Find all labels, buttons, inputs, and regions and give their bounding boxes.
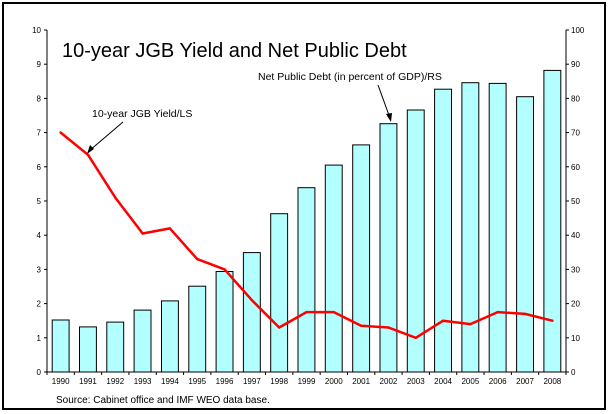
bar-1990 [51,319,70,373]
bar-2000 [324,164,343,373]
bar-1999 [297,187,316,373]
x-tick-label-1995: 1995 [188,377,206,386]
x-tick-label-2002: 2002 [380,377,398,386]
annotation-yield: 10-year JGB Yield/LS [92,108,192,120]
x-tick-label-2004: 2004 [434,377,452,386]
annotation-yield-arrow [88,121,124,152]
bar-1993 [133,309,152,373]
yield-point-1992 [114,196,117,199]
bar-2007 [516,96,534,373]
bar-2004 [434,88,453,373]
bar-2001 [352,144,371,373]
x-tick-label-1992: 1992 [106,377,124,386]
right-tick-label-10: 10 [571,334,580,343]
bar-1998 [270,213,289,373]
right-tick-label-50: 50 [571,197,580,206]
x-tick-label-2000: 2000 [325,377,343,386]
left-tick-label-4: 4 [37,231,42,240]
x-tick-label-2005: 2005 [461,377,479,386]
annotation-debt-arrow [377,84,391,119]
yield-point-1999 [305,310,308,314]
x-tick-label-1990: 1990 [52,377,70,386]
yield-point-2008 [551,319,554,322]
right-tick-label-90: 90 [571,60,580,69]
yield-point-1998 [278,326,281,329]
annotation-yield-arrowhead [87,145,94,154]
x-tick-label-1994: 1994 [161,377,179,386]
yield-point-2002 [387,326,390,329]
bar-2002 [379,123,398,373]
yield-point-1995 [196,257,199,261]
x-tick-label-1999: 1999 [298,377,316,386]
yield-point-2001 [359,324,363,327]
left-tick-label-8: 8 [37,94,42,103]
bar-2005 [461,82,480,373]
yield-point-2007 [523,312,527,316]
right-tick-label-70: 70 [571,129,580,138]
bar-2006 [488,82,507,373]
yield-point-1993 [141,232,144,235]
bar-1995 [188,285,207,373]
right-tick-label-60: 60 [571,163,580,172]
bar-1992 [106,321,125,373]
bar-1997 [242,252,261,373]
yield-point-2006 [496,310,499,314]
annotation-debt: Net Public Debt (in percent of GDP)/RS [258,71,442,83]
left-tick-label-9: 9 [37,60,42,69]
x-tick-label-1998: 1998 [270,377,288,386]
right-tick-label-20: 20 [571,300,580,309]
x-tick-label-2008: 2008 [543,377,561,386]
right-tick-label-40: 40 [571,231,580,240]
bar-layer [51,69,562,373]
chart-title: 10-year JGB Yield and Net Public Debt [62,40,407,62]
yield-point-2003 [414,336,417,339]
left-tick-label-10: 10 [32,26,41,35]
yield-point-1991 [86,153,90,156]
left-tick-label-0: 0 [37,368,42,377]
left-tick-label-3: 3 [37,265,42,274]
yield-point-1997 [250,299,254,302]
yield-point-2004 [441,319,445,322]
x-tick-label-1991: 1991 [79,377,97,386]
x-tick-label-2001: 2001 [352,377,370,386]
yield-point-1994 [168,227,172,230]
x-tick-label-2006: 2006 [489,377,507,386]
x-tick-label-1996: 1996 [216,377,234,386]
right-tick-label-30: 30 [571,265,580,274]
right-tick-label-100: 100 [571,26,585,35]
right-tick-label-80: 80 [571,94,580,103]
left-tick-label-5: 5 [37,197,42,206]
annotation-debt-arrowhead [386,113,392,122]
left-tick-label-1: 1 [37,334,42,343]
yield-point-2005 [469,322,472,326]
left-tick-label-6: 6 [37,163,42,172]
bar-2008 [543,69,562,373]
yield-point-2000 [332,310,335,314]
right-tick-label-0: 0 [571,368,576,377]
bar-1991 [79,326,97,373]
x-tick-label-1997: 1997 [243,377,261,386]
left-tick-label-7: 7 [37,129,42,138]
bar-1996 [215,271,234,373]
x-tick-label-2007: 2007 [516,377,534,386]
x-tick-label-1993: 1993 [134,377,152,386]
left-tick-label-2: 2 [37,300,42,309]
line-layer [59,131,554,340]
x-tick-label-2003: 2003 [407,377,425,386]
yield-point-1990 [59,131,62,134]
bar-1994 [161,300,179,373]
source-note: Source: Cabinet office and IMF WEO data … [56,395,270,406]
axes-layer [44,29,569,375]
yield-point-1996 [223,268,226,271]
